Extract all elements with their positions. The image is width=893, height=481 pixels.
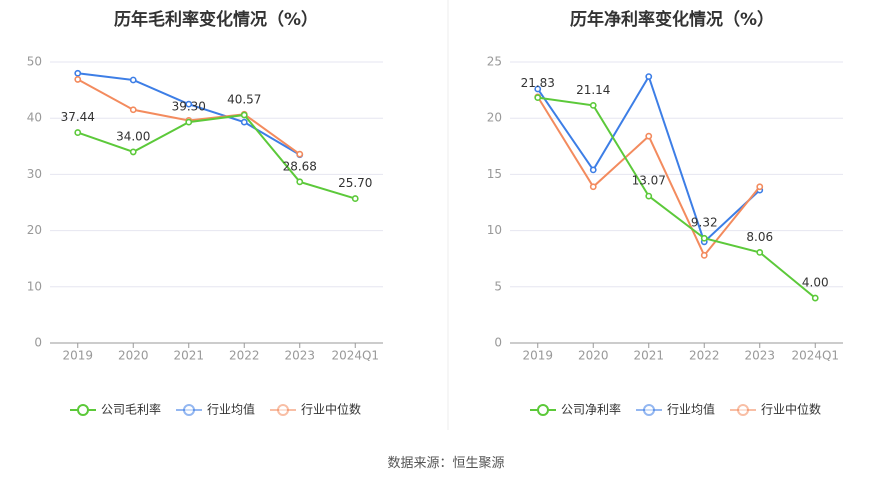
- y-tick-label: 20: [27, 223, 42, 237]
- x-tick-label: 2021: [173, 349, 204, 363]
- y-tick-label: 25: [487, 55, 502, 69]
- y-tick-label: 10: [487, 223, 502, 237]
- series-公司毛利率: [74, 111, 359, 202]
- data-point: [185, 100, 193, 108]
- legend-item-公司毛利率[interactable]: 公司毛利率: [70, 402, 161, 417]
- y-tick-label: 30: [27, 167, 42, 181]
- data-point: [74, 69, 82, 77]
- legend-item-行业均值[interactable]: 行业均值: [636, 402, 715, 417]
- data-point: [296, 150, 304, 158]
- x-tick-label: 2023: [284, 349, 315, 363]
- data-label: 39.30: [172, 100, 206, 114]
- data-point: [756, 183, 764, 191]
- series-公司净利率: [534, 94, 819, 302]
- series-行业均值: [534, 73, 764, 246]
- x-tick-label: 2020: [578, 349, 609, 363]
- data-point: [645, 192, 653, 200]
- data-point: [700, 251, 708, 259]
- legend-circle-icon: [737, 404, 749, 416]
- series-line: [77, 113, 356, 200]
- data-label: 4.00: [802, 276, 829, 290]
- data-point: [129, 148, 137, 156]
- data-point: [700, 234, 708, 242]
- data-point: [351, 195, 359, 202]
- data-point: [240, 118, 248, 126]
- legend-item-公司净利率[interactable]: 公司净利率: [530, 402, 621, 417]
- data-point: [645, 132, 653, 140]
- data-point: [240, 111, 248, 119]
- data-point: [74, 129, 82, 136]
- y-tick-label: 50: [27, 55, 42, 69]
- y-tick-label: 15: [487, 167, 502, 181]
- data-point: [645, 73, 653, 81]
- data-point: [534, 94, 542, 102]
- data-point: [185, 118, 193, 126]
- x-tick-label: 2020: [118, 349, 149, 363]
- data-label: 25.70: [338, 176, 372, 190]
- legend-circle-icon: [183, 404, 195, 416]
- data-point: [756, 249, 764, 256]
- chart-title: 历年净利率变化情况（%）: [570, 9, 774, 30]
- chart-panel-1: 历年毛利率变化情况（%） 0 10 20 30 40 50 2019 2020 2021 2022 2…: [27, 9, 383, 417]
- x-tick-label: 2021: [633, 349, 664, 363]
- x-tick-label: 2024Q1: [331, 349, 379, 363]
- data-point: [129, 106, 137, 114]
- data-source-note: 数据来源：恒生聚源: [387, 456, 504, 471]
- legend-label: 行业均值: [207, 402, 255, 417]
- data-label: 34.00: [116, 129, 150, 143]
- y-tick-label: 0: [34, 336, 42, 350]
- legend-label: 行业中位数: [761, 402, 821, 417]
- data-label: 40.57: [227, 92, 261, 106]
- data-point: [534, 85, 542, 93]
- data-label: 37.44: [61, 110, 95, 124]
- data-point: [589, 101, 597, 109]
- data-point: [589, 166, 597, 174]
- data-label: 8.06: [746, 230, 773, 244]
- data-point: [296, 178, 304, 186]
- data-label: 28.68: [283, 159, 317, 173]
- x-tick-label: 2024Q1: [791, 349, 839, 363]
- x-tick-label: 2023: [744, 349, 775, 363]
- legend-label: 公司毛利率: [101, 402, 161, 417]
- data-point: [589, 183, 597, 191]
- legend-circle-icon: [537, 404, 549, 416]
- legend-label: 行业中位数: [301, 402, 361, 417]
- data-point: [129, 76, 137, 84]
- legend-circle-icon: [277, 404, 289, 416]
- chart-panel-2: 历年净利率变化情况（%） 0 5 10 15 20 25 2019 2020 2021 2022 20…: [487, 9, 843, 417]
- data-label: 13.07: [632, 174, 666, 188]
- chart-title: 历年毛利率变化情况（%）: [114, 9, 318, 30]
- legend-label: 行业均值: [667, 402, 715, 417]
- data-point: [811, 294, 819, 302]
- data-point: [74, 76, 82, 83]
- legend-label: 公司净利率: [561, 402, 621, 417]
- legend-circle-icon: [643, 404, 655, 416]
- data-label: 9.32: [691, 216, 718, 230]
- legend-item-行业中位数[interactable]: 行业中位数: [270, 402, 361, 417]
- y-tick-label: 5: [494, 279, 502, 293]
- x-tick-label: 2022: [689, 349, 720, 363]
- data-label: 21.83: [521, 76, 555, 90]
- legend-item-行业均值[interactable]: 行业均值: [176, 402, 255, 417]
- series-line: [537, 96, 816, 299]
- x-tick-label: 2019: [522, 349, 553, 363]
- x-tick-label: 2022: [229, 349, 260, 363]
- y-tick-label: 0: [494, 336, 502, 350]
- y-tick-label: 20: [487, 111, 502, 125]
- x-tick-label: 2019: [62, 349, 93, 363]
- data-label: 21.14: [576, 83, 610, 97]
- legend-circle-icon: [77, 404, 89, 416]
- y-tick-label: 40: [27, 111, 42, 125]
- legend-item-行业中位数[interactable]: 行业中位数: [730, 402, 821, 417]
- y-tick-label: 10: [27, 279, 42, 293]
